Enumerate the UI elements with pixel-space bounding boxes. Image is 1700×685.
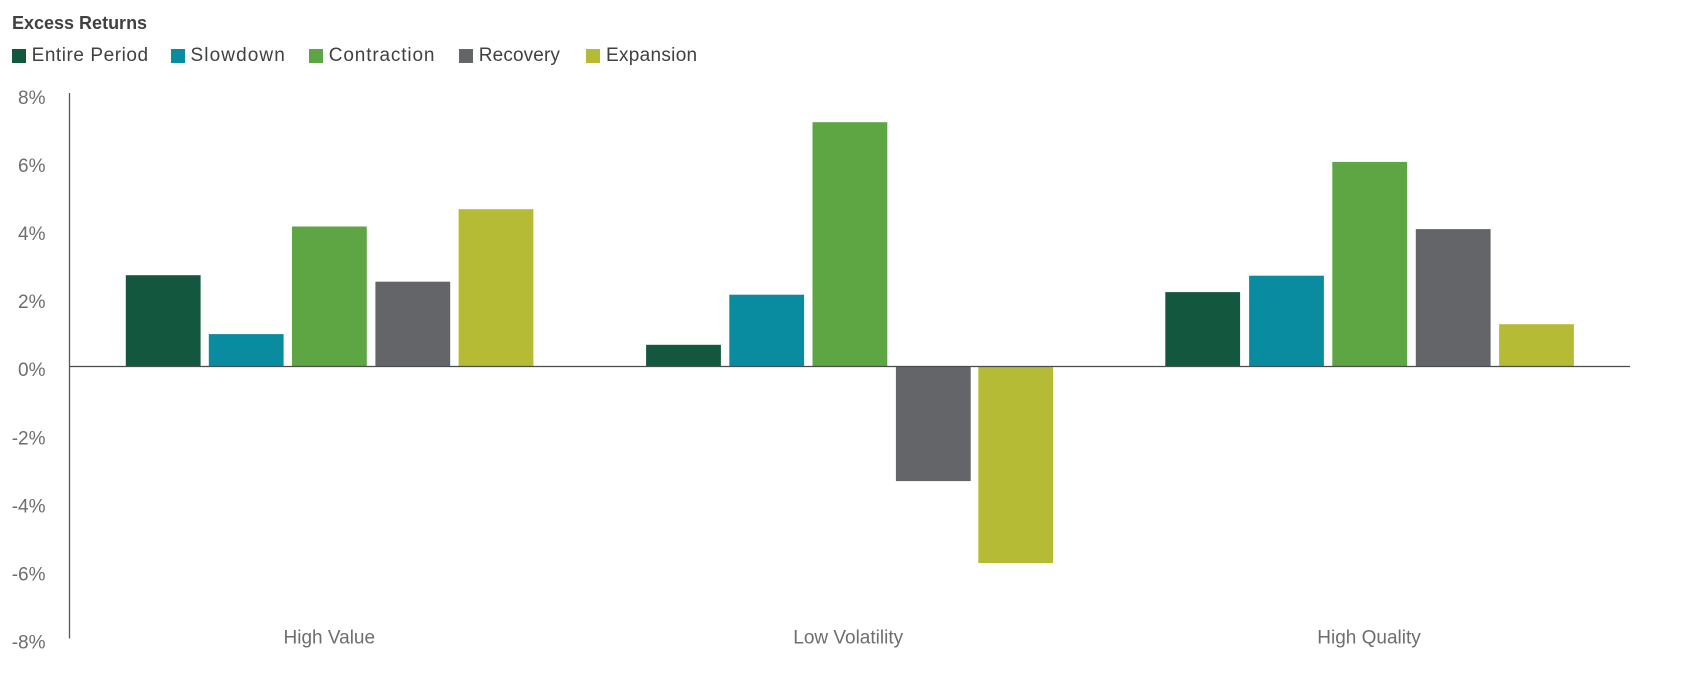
svg-text:-6%: -6%: [12, 565, 46, 586]
svg-text:High Quality: High Quality: [1317, 627, 1421, 648]
svg-text:-8%: -8%: [12, 633, 46, 654]
svg-text:8%: 8%: [18, 88, 46, 109]
svg-text:-4%: -4%: [12, 496, 46, 517]
svg-text:Low Volatility: Low Volatility: [793, 627, 903, 648]
svg-text:High Value: High Value: [284, 627, 376, 648]
svg-text:4%: 4%: [18, 224, 46, 245]
svg-text:2%: 2%: [18, 292, 46, 313]
svg-text:0%: 0%: [18, 360, 46, 381]
svg-text:-2%: -2%: [12, 428, 46, 449]
svg-text:6%: 6%: [18, 156, 46, 177]
